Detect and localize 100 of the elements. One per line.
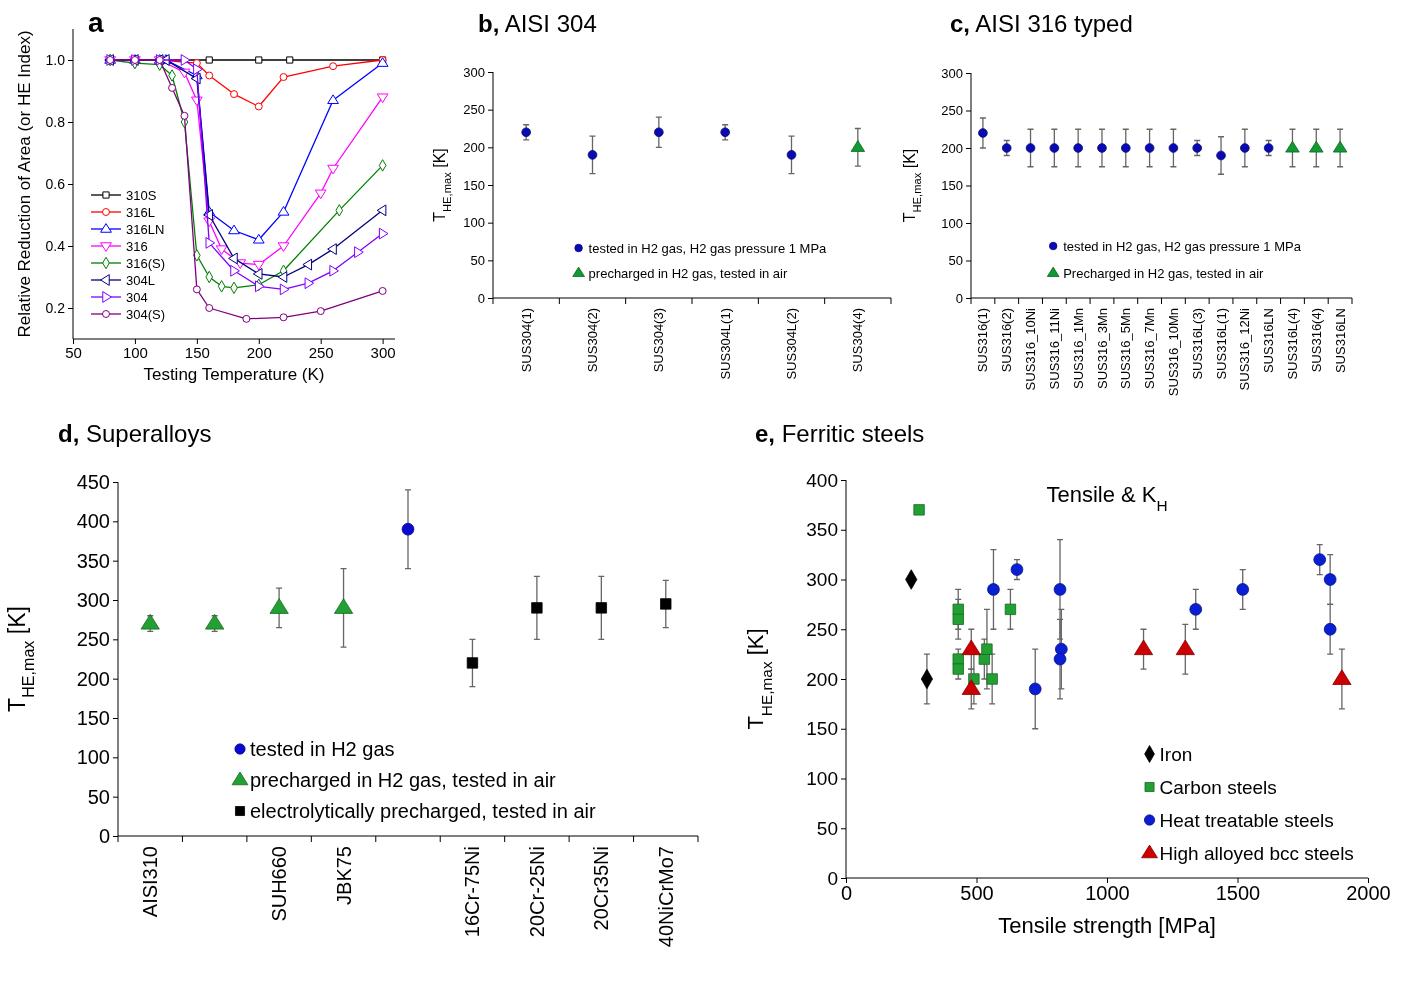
legend-label: 316(S) <box>126 255 166 271</box>
y-tick-label: 300 <box>806 569 838 591</box>
x-tick-label: 20Cr35Ni <box>590 846 613 931</box>
y-tick-label: 150 <box>463 177 485 193</box>
x-tick-label: 16Cr-75Ni <box>461 846 484 938</box>
y-tick-label: 50 <box>816 817 838 839</box>
x-tick-label: SUS316_10Ni <box>1023 307 1039 391</box>
legend-label: High alloyed bcc steels <box>1159 842 1354 864</box>
y-tick-label: 150 <box>941 178 963 194</box>
y-tick-label: 0 <box>955 290 963 306</box>
legend-label: 316 <box>126 238 148 254</box>
x-tick-label: 300 <box>370 343 396 361</box>
x-tick-label: 50 <box>65 343 82 361</box>
y-axis-title: Relative Reduction of Area (or HE Index) <box>15 30 34 338</box>
legend-label: 310S <box>126 187 157 203</box>
x-tick-label: SUS316_12Ni <box>1237 307 1253 391</box>
x-tick-label: AISI310 <box>139 846 162 918</box>
y-tick-label: 300 <box>463 64 485 80</box>
x-tick-label: SUS316_5Mn <box>1118 308 1134 389</box>
y-tick-label: 0 <box>98 824 110 847</box>
y-tick-label: 150 <box>76 706 110 729</box>
legend-label: tested in H2 gas <box>250 738 395 760</box>
x-tick-label: 0 <box>840 882 853 905</box>
x-tick-label: 500 <box>960 882 994 905</box>
chart-title: b, AISI 304 <box>478 10 597 37</box>
y-tick-label: 250 <box>806 618 838 640</box>
x-tick-label: SUS316L(4) <box>1285 308 1301 380</box>
x-tick-label: SUS304(1) <box>518 308 534 373</box>
y-tick-label: 100 <box>76 746 110 769</box>
legend-label: precharged in H2 gas, tested in air <box>250 769 557 791</box>
y-tick-label: 200 <box>76 667 110 690</box>
x-tick-label: SUS304(4) <box>850 308 866 373</box>
chart-title: a <box>88 7 104 38</box>
x-tick-label: 250 <box>308 343 334 361</box>
y-tick-label: 0.8 <box>45 113 66 130</box>
chart-title: d, Superalloys <box>58 420 212 447</box>
legend-label: Precharged in H2 gas, tested in air <box>1063 265 1265 281</box>
legend-label: Iron <box>1159 743 1193 765</box>
y-tick-label: 300 <box>941 65 963 81</box>
x-tick-label: SUS316LN <box>1332 308 1348 374</box>
x-tick-label: SUS304(3) <box>651 308 667 373</box>
legend-label: Heat treatable steels <box>1159 809 1334 831</box>
x-tick-label: 20Cr-25Ni <box>525 846 548 938</box>
x-tick-label: SUH660 <box>268 846 291 922</box>
legend-label: 316L <box>126 204 155 220</box>
y-tick-label: 100 <box>806 768 838 790</box>
x-tick-label: SUS316L(1) <box>1213 308 1229 380</box>
y-tick-label: 200 <box>806 668 838 690</box>
legend-label: 304(S) <box>126 306 166 322</box>
legend-label: tested in H2 gas, H2 gas pressure 1 MPa <box>1063 238 1302 254</box>
y-tick-label: 300 <box>76 588 110 611</box>
y-tick-label: 250 <box>76 628 110 651</box>
x-axis-title: Tensile strength [MPa] <box>998 913 1216 939</box>
chart-title: c, AISI 316 typed <box>950 10 1133 37</box>
x-tick-label: SUS316(2) <box>999 308 1015 373</box>
legend-label: 304 <box>126 289 148 305</box>
x-tick-label: SUS316_3Mn <box>1094 308 1110 389</box>
x-tick-label: SUS316_10Mn <box>1165 308 1181 397</box>
y-tick-label: 200 <box>463 139 485 155</box>
x-tick-label: SUS304(2) <box>585 308 601 373</box>
y-tick-label: 450 <box>76 470 110 493</box>
x-tick-label: SUS316L(3) <box>1189 308 1205 380</box>
x-tick-label: SUS316_11Ni <box>1046 307 1062 390</box>
y-tick-label: 0.6 <box>45 175 66 192</box>
y-tick-label: 400 <box>806 469 838 491</box>
x-axis-title: Testing Temperature (K) <box>143 364 325 384</box>
chart-subtitle: Tensile & K$_{H}$ <box>1046 482 1168 514</box>
x-tick-label: SUS316_7Mn <box>1142 308 1158 389</box>
y-tick-label: 100 <box>941 215 963 231</box>
legend-label: tested in H2 gas, H2 gas pressure 1 MPa <box>588 240 828 256</box>
x-tick-label: 40NiCrMo7 <box>654 846 677 948</box>
chart-title: e, Ferritic steels <box>755 420 925 447</box>
y-tick-label: 0.2 <box>45 299 66 316</box>
x-tick-label: SUS304L(2) <box>784 308 800 380</box>
x-tick-label: SUS316_1Mn <box>1070 308 1086 389</box>
y-tick-label: 50 <box>470 252 485 268</box>
y-tick-label: 100 <box>463 215 485 231</box>
y-tick-label: 350 <box>806 519 838 541</box>
y-tick-label: 0 <box>477 290 485 306</box>
x-tick-label: SUS316(4) <box>1308 308 1324 373</box>
x-tick-label: 100 <box>122 343 148 361</box>
y-tick-label: 350 <box>76 549 110 572</box>
legend-label: precharged in H2 gas, tested in air <box>588 265 788 281</box>
legend-label: electrolytically precharged, tested in air <box>250 800 597 822</box>
y-tick-label: 150 <box>806 718 838 740</box>
y-tick-label: 400 <box>76 510 110 533</box>
x-tick-label: SUS316(1) <box>975 308 991 373</box>
x-tick-label: 2000 <box>1346 882 1391 905</box>
y-tick-label: 1.0 <box>45 51 66 68</box>
x-tick-label: SUS316LN <box>1261 308 1277 374</box>
x-tick-label: 150 <box>184 343 210 361</box>
y-tick-label: 50 <box>948 253 963 269</box>
y-tick-label: 200 <box>941 140 963 156</box>
y-tick-label: 250 <box>463 102 485 118</box>
legend-label: 304L <box>126 272 155 288</box>
legend-label: Carbon steels <box>1159 776 1277 798</box>
x-tick-label: 200 <box>246 343 272 361</box>
x-tick-label: JBK75 <box>332 846 355 905</box>
x-tick-label: 1000 <box>1085 882 1130 905</box>
y-tick-label: 50 <box>87 785 110 808</box>
